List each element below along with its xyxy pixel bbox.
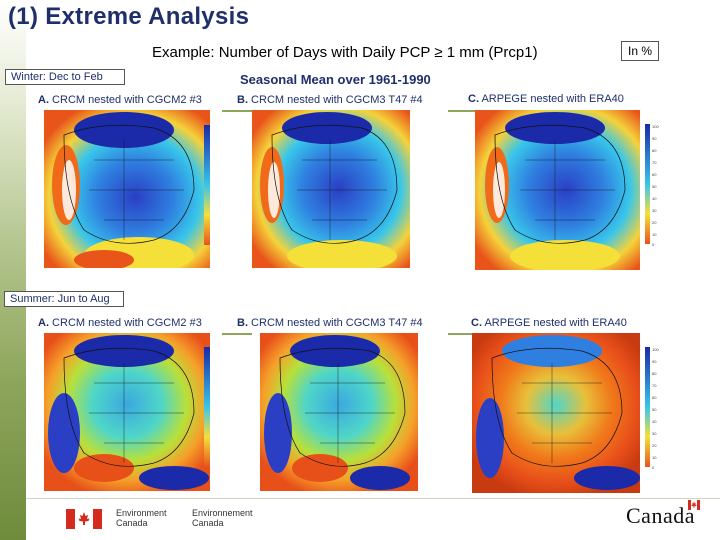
slide-title: (1) Extreme Analysis [8, 3, 250, 30]
panel-text: CRCM nested with CGCM2 #3 [49, 317, 202, 329]
panel-text: CRCM nested with CGCM2 #3 [49, 94, 202, 106]
map-summer-b [260, 333, 418, 491]
colorbar-tick: 10 [652, 455, 657, 460]
colorbar-tick: 40 [652, 196, 657, 201]
colorbar-ticks-summer-c: 100 90 80 70 60 50 40 30 20 10 0 [652, 347, 666, 470]
colorbar-tick: 60 [652, 172, 657, 177]
colorbar-tick: 20 [652, 443, 657, 448]
colorbar-tick: 10 [652, 232, 657, 237]
panel-letter: B. [237, 94, 248, 106]
panel-letter: C. [468, 93, 479, 105]
environnement-canada-fr: Environnement Canada [192, 508, 253, 528]
footer-line: Canada [192, 518, 224, 528]
colorbar-tick: 90 [652, 136, 657, 141]
colorbar-tick: 80 [652, 371, 657, 376]
colorbar-tick: 20 [652, 220, 657, 225]
colorbar-tick: 70 [652, 160, 657, 165]
panel-letter: C. [471, 317, 482, 329]
panel-letter: A. [38, 317, 49, 329]
wordmark-flag-icon [688, 500, 700, 510]
panel-text: CRCM nested with CGCM3 T47 #4 [248, 317, 423, 329]
panel-label-winter-a: A. CRCM nested with CGCM2 #3 [38, 94, 202, 106]
colorbar-tick: 50 [652, 184, 657, 189]
colorbar-tick: 100 [652, 124, 659, 129]
canada-wordmark: Canada [626, 503, 695, 529]
colorbar-tick: 70 [652, 383, 657, 388]
colorbar-tick: 40 [652, 419, 657, 424]
decorative-underline [222, 110, 252, 112]
colorbar-tick: 90 [652, 359, 657, 364]
units-badge: In % [621, 41, 659, 61]
slide-subtitle: Example: Number of Days with Daily PCP ≥… [152, 44, 538, 61]
colorbar-summer-a [204, 347, 210, 467]
panel-text: ARPEGE nested with ERA40 [482, 317, 627, 329]
decorative-underline [448, 110, 478, 112]
decorative-sidebar [0, 0, 26, 540]
panel-label-summer-a: A. CRCM nested with CGCM2 #3 [38, 317, 202, 329]
colorbar-tick: 50 [652, 407, 657, 412]
footer-line: Environnement [192, 508, 253, 518]
colorbar-tick: 0 [652, 242, 655, 247]
colorbar-tick: 100 [652, 347, 659, 352]
decorative-underline [448, 333, 478, 335]
panel-label-summer-c: C. ARPEGE nested with ERA40 [471, 317, 627, 329]
panel-label-winter-c: C. ARPEGE nested with ERA40 [468, 93, 624, 105]
summer-season-label: Summer: Jun to Aug [4, 291, 124, 307]
decorative-underline [222, 333, 252, 335]
footer-line: Canada [116, 518, 148, 528]
footer-divider [26, 498, 720, 499]
canada-wordmark-text: Canada [626, 503, 695, 528]
map-summer-c [472, 333, 640, 493]
panel-letter: A. [38, 94, 49, 106]
colorbar-tick: 60 [652, 395, 657, 400]
panel-letter: B. [237, 317, 248, 329]
environment-canada-en: Environment Canada [116, 508, 167, 528]
colorbar-winter-a [204, 125, 210, 245]
colorbar-winter-c [645, 124, 650, 244]
colorbar-summer-c [645, 347, 650, 467]
colorbar-tick: 0 [652, 465, 655, 470]
map-winter-a [44, 110, 210, 268]
map-winter-c [475, 110, 640, 270]
panel-label-summer-b: B. CRCM nested with CGCM3 T47 #4 [237, 317, 423, 329]
colorbar-tick: 30 [652, 431, 657, 436]
seasonal-mean-heading: Seasonal Mean over 1961-1990 [240, 72, 431, 87]
panel-text: ARPEGE nested with ERA40 [479, 93, 624, 105]
map-winter-b [252, 110, 410, 268]
colorbar-ticks-winter-c: 100 90 80 70 60 50 40 30 20 10 0 [652, 124, 666, 247]
canada-flag-icon [66, 509, 102, 529]
panel-label-winter-b: B. CRCM nested with CGCM3 T47 #4 [237, 94, 423, 106]
panel-text: CRCM nested with CGCM3 T47 #4 [248, 94, 423, 106]
colorbar-tick: 80 [652, 148, 657, 153]
winter-season-label: Winter: Dec to Feb [5, 69, 125, 85]
footer-line: Environment [116, 508, 167, 518]
map-summer-a [44, 333, 210, 491]
colorbar-tick: 30 [652, 208, 657, 213]
